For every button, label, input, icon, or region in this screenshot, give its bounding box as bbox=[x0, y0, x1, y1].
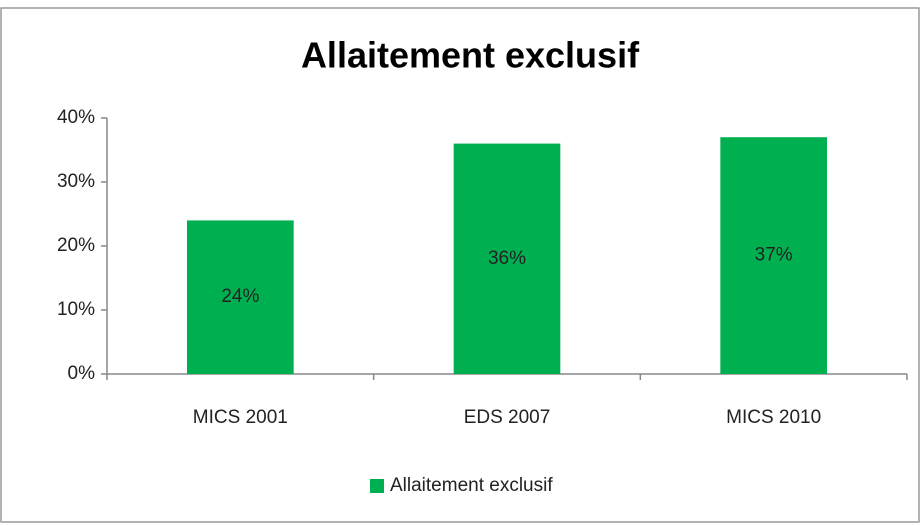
y-tick-label: 40% bbox=[57, 107, 95, 128]
legend-label: Allaitement exclusif bbox=[390, 475, 553, 496]
data-label: 24% bbox=[221, 286, 259, 307]
y-tick-label: 10% bbox=[57, 299, 95, 320]
bar bbox=[187, 220, 294, 374]
x-tick-label: MICS 2010 bbox=[726, 407, 821, 428]
data-label: 36% bbox=[488, 248, 526, 269]
data-label: 37% bbox=[755, 245, 793, 266]
bar bbox=[453, 143, 561, 374]
y-tick-label: 30% bbox=[57, 171, 95, 192]
y-tick-label: 0% bbox=[68, 363, 96, 384]
x-tick-label: EDS 2007 bbox=[464, 407, 551, 428]
y-tick-label: 20% bbox=[57, 235, 95, 256]
chart-title: Allaitement exclusif bbox=[301, 35, 640, 76]
x-tick-label: MICS 2001 bbox=[193, 407, 288, 428]
legend-swatch bbox=[370, 479, 384, 493]
bar bbox=[720, 137, 827, 374]
